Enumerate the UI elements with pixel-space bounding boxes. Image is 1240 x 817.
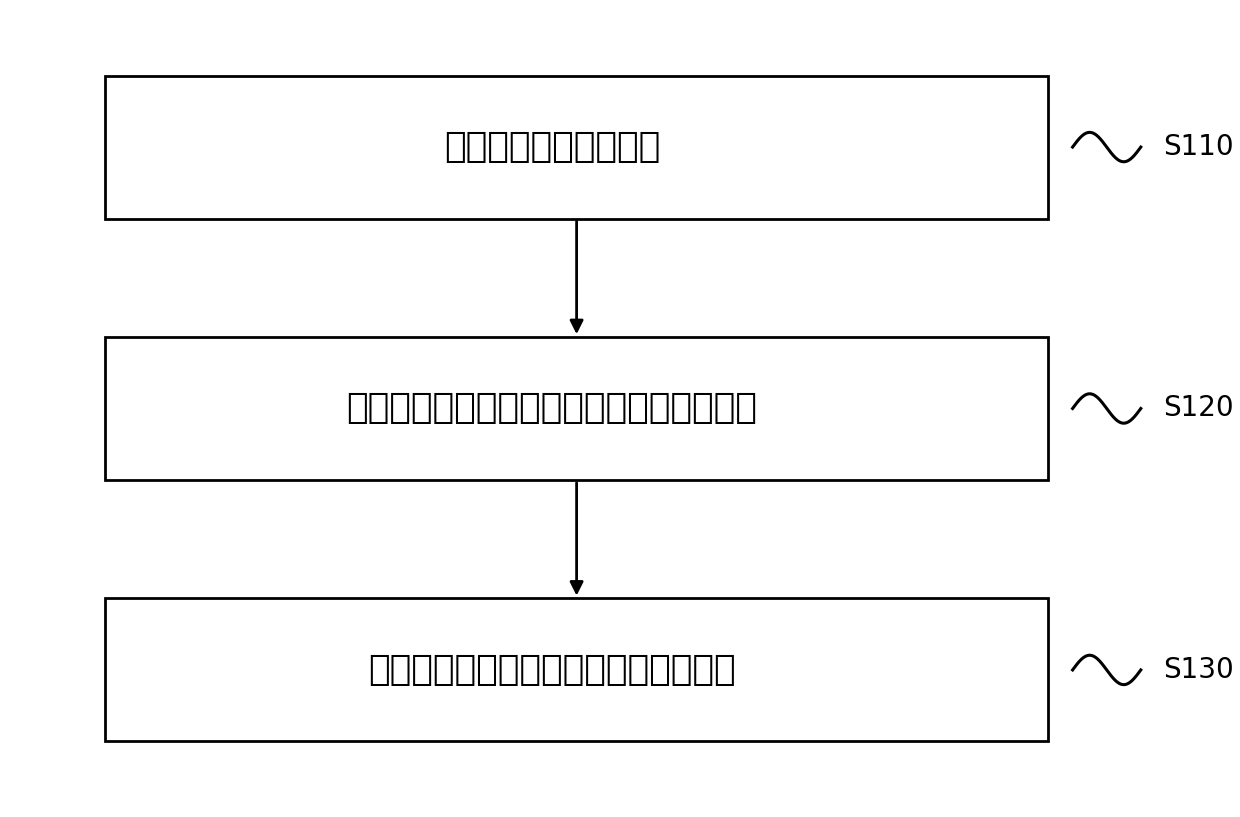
Text: S110: S110 xyxy=(1163,133,1234,161)
Bar xyxy=(105,76,1048,219)
Text: 根据充电需求和系统运行状态制定分时电价: 根据充电需求和系统运行状态制定分时电价 xyxy=(346,391,758,426)
Text: 获取电动汾车充电需求: 获取电动汾车充电需求 xyxy=(444,130,660,164)
Bar xyxy=(105,599,1048,742)
Text: S120: S120 xyxy=(1163,395,1234,422)
Bar xyxy=(105,337,1048,480)
Text: S130: S130 xyxy=(1163,656,1234,684)
Text: 用户自主响应分时电价，确定充电计划: 用户自主响应分时电价，确定充电计划 xyxy=(368,653,735,687)
